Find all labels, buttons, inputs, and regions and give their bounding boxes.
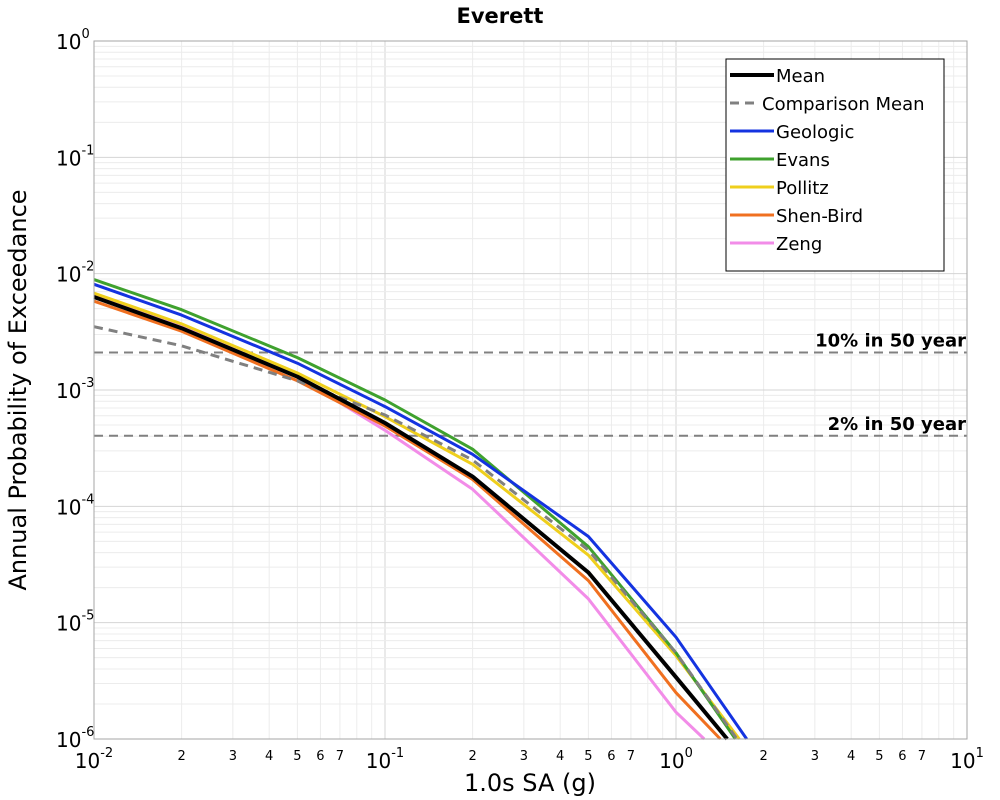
series-line-comparison-mean xyxy=(93,325,739,740)
x-tick-label: 10-1 xyxy=(366,746,404,773)
y-axis-title: Annual Probability of Exceedance xyxy=(4,189,32,590)
x-minor-tick-label: 3 xyxy=(229,749,237,764)
x-minor-tick-label: 5 xyxy=(293,749,301,764)
legend-label: Shen-Bird xyxy=(776,206,863,227)
grid xyxy=(93,41,967,740)
legend: Mean Comparison Mean Geologic Evans Pollitz S… xyxy=(725,58,945,272)
y-tick-label: 10-5 xyxy=(56,609,94,636)
series-line-geologic xyxy=(93,282,748,740)
x-minor-tick-label: 5 xyxy=(875,749,883,764)
legend-label: Zeng xyxy=(776,234,822,255)
x-minor-tick-label: 6 xyxy=(316,749,324,764)
x-minor-tick-label: 7 xyxy=(918,749,926,764)
series-line-mean xyxy=(93,295,729,741)
series-lines xyxy=(93,278,748,741)
y-tick-label: 100 xyxy=(56,27,90,54)
y-tick-label: 10-1 xyxy=(56,143,94,170)
x-tick-label: 10-2 xyxy=(75,746,113,773)
reference-line-label: 2% in 50 year xyxy=(828,414,966,435)
legend-label: Geologic xyxy=(776,122,854,143)
chart-title: Everett xyxy=(457,4,544,28)
plot-frame xyxy=(93,40,968,740)
x-minor-tick-label: 4 xyxy=(265,749,273,764)
x-minor-tick-label: 2 xyxy=(177,749,185,764)
x-tick-label: 100 xyxy=(659,746,693,773)
y-tick-label: 10-4 xyxy=(56,492,94,519)
x-minor-tick-label: 7 xyxy=(336,749,344,764)
x-minor-tick-label: 3 xyxy=(811,749,819,764)
x-minor-tick-label: 6 xyxy=(607,749,615,764)
series-line-pollitz xyxy=(93,291,741,740)
x-minor-tick-label: 6 xyxy=(898,749,906,764)
x-minor-tick-label: 5 xyxy=(584,749,592,764)
x-minor-tick-label: 3 xyxy=(520,749,528,764)
legend-label: Evans xyxy=(776,150,830,171)
x-tick-label: 101 xyxy=(950,746,984,773)
legend-label: Mean xyxy=(776,66,825,87)
x-minor-tick-label: 2 xyxy=(468,749,476,764)
x-minor-tick-label: 2 xyxy=(759,749,767,764)
reference-lines: 10% in 50 year 2% in 50 year xyxy=(94,331,967,437)
legend-box xyxy=(725,58,945,272)
x-axis-title: 1.0s SA (g) xyxy=(464,769,596,797)
x-minor-tick-label: 4 xyxy=(556,749,564,764)
y-tick-label: 10-2 xyxy=(56,260,94,287)
y-tick-label: 10-6 xyxy=(56,725,94,752)
legend-label: Comparison Mean xyxy=(762,94,925,115)
reference-line-label: 10% in 50 year xyxy=(815,331,966,352)
series-line-shen-bird xyxy=(93,299,722,741)
y-tick-label: 10-3 xyxy=(56,376,94,403)
x-minor-tick-label: 7 xyxy=(627,749,635,764)
x-minor-tick-label: 4 xyxy=(847,749,855,764)
legend-label: Pollitz xyxy=(776,178,829,199)
